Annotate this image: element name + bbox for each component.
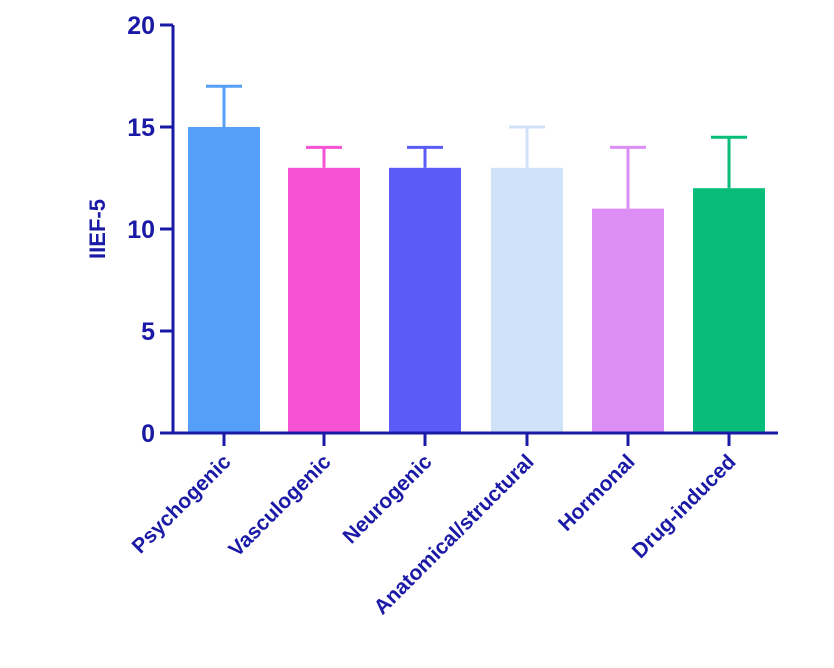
bar-2	[389, 167, 461, 434]
y-tick-label-4: 20	[127, 12, 155, 40]
x-tick-label-5: Drug-induced	[628, 450, 741, 563]
x-tick-label-4: Hormonal	[554, 450, 640, 536]
y-tick-label-1: 5	[141, 318, 155, 346]
bar-3	[491, 167, 563, 434]
bar-1	[288, 167, 360, 434]
y-tick-label-3: 15	[127, 114, 155, 142]
y-tick-label-0: 0	[141, 420, 155, 448]
x-tick-label-0: Psychogenic	[128, 450, 236, 558]
bar-4	[592, 208, 664, 433]
bars-layer	[188, 127, 765, 434]
y-tick-label-2: 10	[127, 216, 155, 244]
x-tick-label-1: Vasculogenic	[224, 450, 335, 561]
bar-5	[693, 188, 765, 433]
bar-0	[188, 127, 260, 433]
y-axis-label: IIEF-5	[85, 199, 110, 259]
error-bars-layer	[206, 84, 747, 209]
axes-layer	[160, 23, 778, 446]
x-tick-label-2: Neurogenic	[339, 450, 437, 548]
